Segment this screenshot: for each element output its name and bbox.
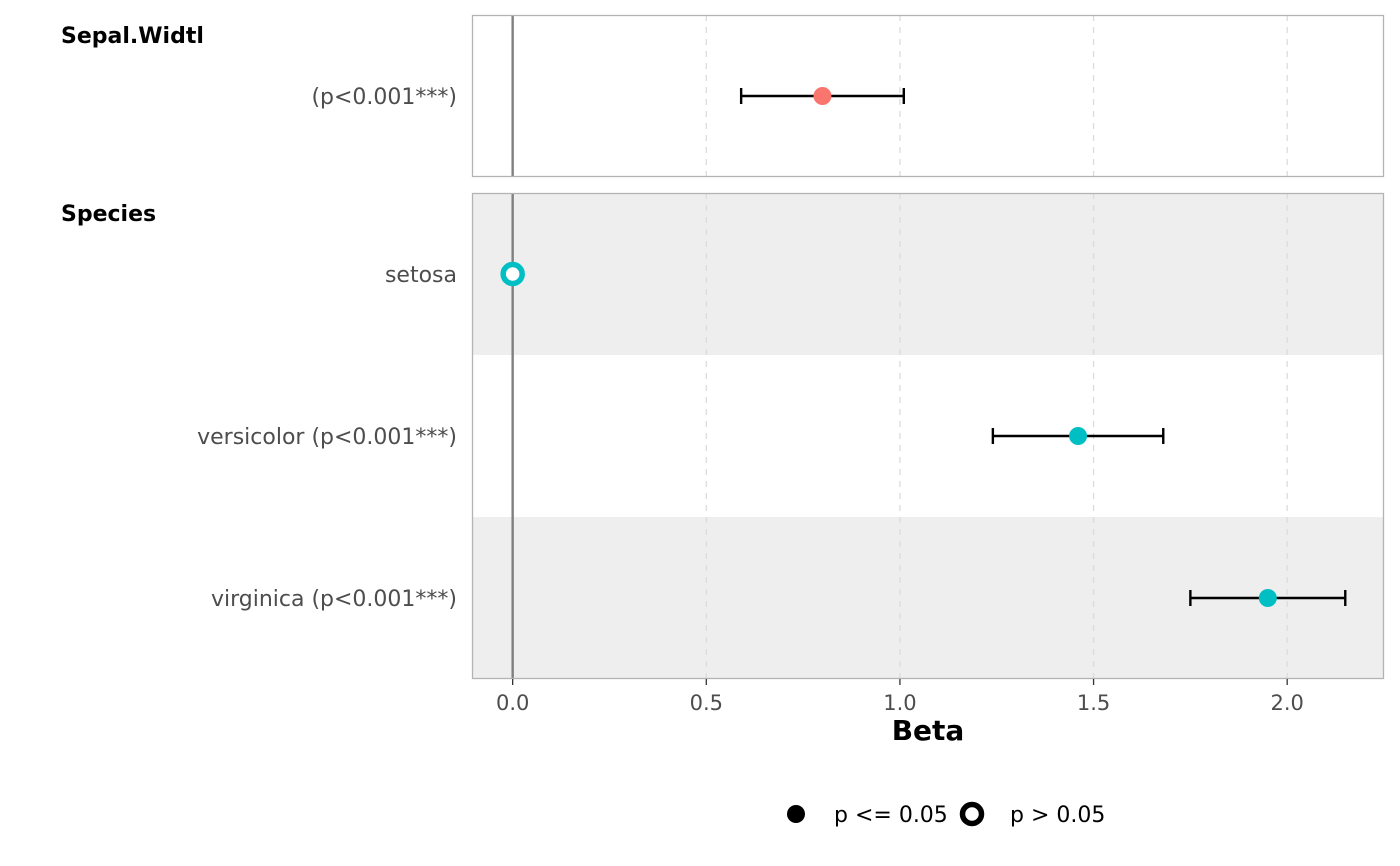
panel-1: Species setosa versicolor (p<0.001***) virg…: [61, 192, 1385, 680]
legend-key-significant: [787, 805, 805, 823]
legend: p <= 0.05 p > 0.05: [787, 801, 1105, 828]
row-stripe: [472, 193, 1384, 355]
x-axis: 0.0 0.5 1.0 1.5 2.0: [496, 679, 1304, 715]
panel-border: [471, 14, 1385, 178]
x-tick-label: 0.5: [690, 691, 723, 715]
panel-border: [471, 192, 1385, 680]
row-label: versicolor (p<0.001***): [197, 425, 457, 450]
x-tick-label: 0.0: [496, 691, 529, 715]
row-label: setosa: [385, 263, 457, 288]
estimate-point: [813, 87, 832, 105]
estimate-point: [1258, 589, 1277, 607]
estimate-point: [500, 261, 525, 287]
panels: Sepal.Widtl (p<0.001***) Species setosa vers…: [61, 14, 1385, 680]
legend-label: p <= 0.05: [834, 803, 948, 828]
estimate-point: [1069, 427, 1088, 445]
panel-0: Sepal.Widtl (p<0.001***): [61, 14, 1385, 178]
x-axis-title: Beta: [892, 714, 965, 747]
legend-key-not-significant: [959, 801, 985, 827]
group-title: Sepal.Widtl: [61, 24, 204, 49]
row-label: (p<0.001***): [311, 85, 457, 110]
group-title: Species: [61, 202, 156, 227]
row-label: virginica (p<0.001***): [211, 587, 457, 612]
legend-label: p > 0.05: [1010, 803, 1105, 828]
x-tick-label: 1.5: [1077, 691, 1110, 715]
x-tick-label: 1.0: [883, 691, 916, 715]
x-tick-label: 2.0: [1270, 691, 1303, 715]
